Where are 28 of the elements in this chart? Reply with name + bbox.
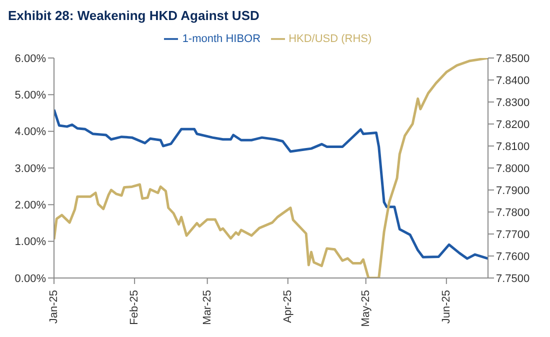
- chart-title: Exhibit 28: Weakening HKD Against USD: [8, 8, 260, 25]
- y2-tick-label: 7.8400: [496, 74, 530, 87]
- y2-tick-label: 7.8300: [496, 96, 530, 109]
- x-tick-label: Jun-25: [440, 290, 452, 324]
- y2-tick-label: 7.8200: [496, 118, 530, 131]
- y-tick-label: 5.00%: [14, 90, 46, 102]
- y2-tick-label: 7.8500: [496, 52, 530, 65]
- y2-tick-label: 7.7700: [496, 228, 530, 241]
- y2-tick-label: 7.8100: [496, 140, 530, 153]
- y2-tick-label: 7.7500: [496, 272, 530, 285]
- y2-tick-label: 7.7900: [496, 184, 530, 197]
- x-tick-label: Apr-25: [282, 290, 294, 324]
- y2-tick-label: 7.7800: [496, 206, 530, 219]
- y-tick-label: 2.00%: [14, 200, 46, 212]
- x-tick-label: Feb-25: [128, 290, 141, 325]
- y2-tick-label: 7.8000: [496, 162, 530, 175]
- y-tick-label: 0.00%: [14, 272, 46, 285]
- y-tick-label: 4.00%: [14, 126, 46, 138]
- legend-label: 1-month HIBOR: [182, 32, 261, 45]
- x-tick-label: Mar-25: [201, 290, 214, 325]
- y2-tick-label: 7.7600: [496, 250, 530, 263]
- x-tick-label: May-25: [360, 290, 372, 327]
- y-tick-label: 3.00%: [14, 162, 46, 175]
- x-tick-label: Jan-25: [48, 290, 60, 324]
- y-tick-label: 6.00%: [14, 52, 46, 65]
- y-tick-label: 1.00%: [14, 236, 46, 248]
- legend-label: HKD/USD (RHS): [288, 32, 372, 45]
- line-series: [54, 108, 488, 260]
